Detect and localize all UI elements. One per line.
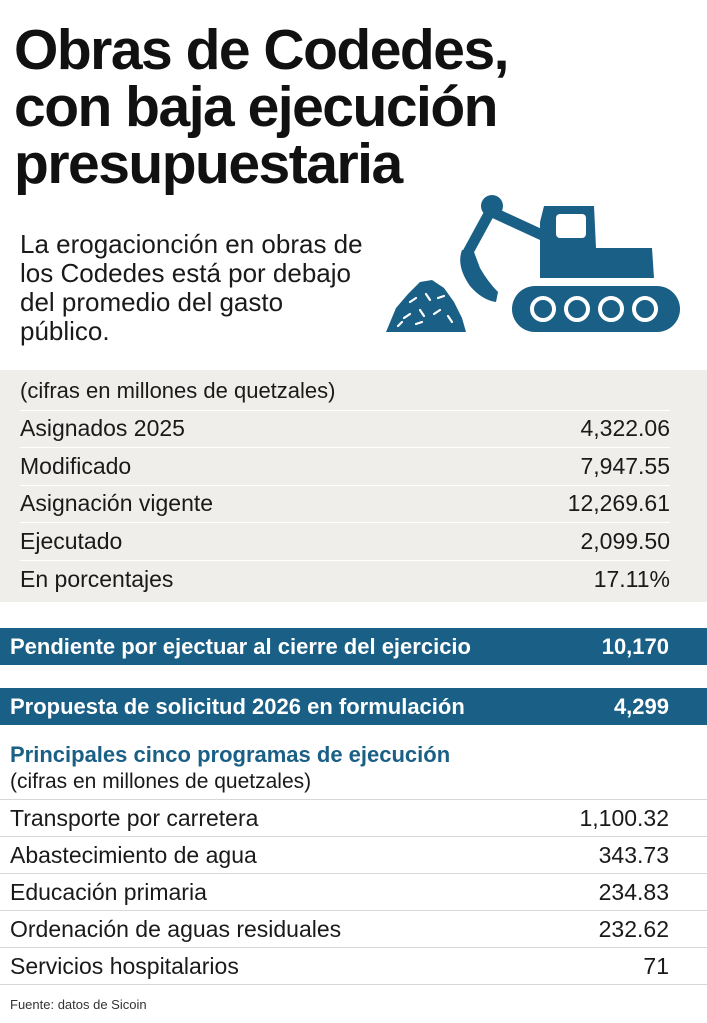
row-label: Ordenación de aguas residuales: [10, 915, 342, 942]
row-value: 343.73: [598, 841, 669, 868]
title-line-2: con baja ejecución: [14, 75, 499, 139]
row-value: 234.83: [598, 878, 669, 905]
highlight-value: 4,299: [613, 693, 669, 719]
highlight-label: Propuesta de solicitud 2026 en formulaci…: [10, 693, 465, 719]
programs-title: Principales cinco programas de ejecución: [10, 742, 451, 767]
table-row: En porcentajes 17.11%: [20, 561, 670, 599]
proposal-highlight-bar: Propuesta de solicitud 2026 en formulaci…: [0, 688, 707, 725]
row-value: 4,322.06: [580, 415, 670, 442]
table-row: Servicios hospitalarios 71: [0, 948, 707, 985]
table-row: Asignación vigente 12,269.61: [20, 486, 670, 523]
row-label: Ejecutado: [20, 527, 123, 554]
excavator-icon: [460, 195, 680, 332]
table-row: Ordenación de aguas residuales 232.62: [0, 911, 707, 948]
row-value: 12,269.61: [567, 490, 670, 517]
table-row: Asignados 2025 4,322.06: [20, 411, 670, 448]
row-label: Modificado: [20, 452, 132, 479]
budget-table: (cifras en millones de quetzales) Asigna…: [20, 373, 670, 598]
row-label: Abastecimiento de agua: [10, 841, 257, 868]
row-value: 17.11%: [593, 565, 670, 592]
budget-table-header: (cifras en millones de quetzales): [20, 373, 670, 411]
budget-panel: [0, 370, 707, 602]
page-title: Obras de Codedes, con baja ejecución pre…: [14, 22, 614, 193]
row-label: Asignados 2025: [20, 415, 185, 442]
table-row: Modificado 7,947.55: [20, 448, 670, 486]
row-value: 232.62: [598, 915, 669, 942]
title-line-3: presupuestaria: [14, 132, 403, 196]
table-row: Educación primaria 234.83: [0, 874, 707, 911]
title-line-1: Obras de Codedes,: [14, 18, 510, 82]
pending-highlight-bar: Pendiente por ejectuar al cierre del eje…: [0, 628, 707, 665]
table-row: Transporte por carretera 1,100.32: [0, 800, 707, 837]
row-label: Servicios hospitalarios: [10, 952, 239, 979]
budget-table-header-label: (cifras en millones de quetzales): [20, 378, 336, 404]
highlight-label: Pendiente por ejectuar al cierre del eje…: [10, 633, 471, 659]
table-row: Ejecutado 2,099.50: [20, 523, 670, 561]
row-label: En porcentajes: [20, 565, 174, 592]
subtitle: La erogacionción en obras de los Codedes…: [20, 229, 363, 346]
source-note: Fuente: datos de Sicoin: [10, 997, 147, 1012]
row-label: Transporte por carretera: [10, 804, 259, 831]
row-value: 2,099.50: [580, 527, 670, 554]
rubble-pile-icon: [386, 280, 466, 332]
row-value: 7,947.55: [580, 452, 670, 479]
row-label: Asignación vigente: [20, 490, 214, 517]
programs-subtitle: (cifras en millones de quetzales): [10, 770, 312, 793]
highlight-value: 10,170: [601, 633, 669, 659]
programs-table: Transporte por carretera 1,100.32 Abaste…: [0, 799, 707, 985]
row-label: Educación primaria: [10, 878, 207, 905]
table-row: Abastecimiento de agua 343.73: [0, 837, 707, 874]
excavator-illustration: [386, 195, 680, 332]
row-value: 71: [643, 952, 669, 979]
row-value: 1,100.32: [579, 804, 669, 831]
